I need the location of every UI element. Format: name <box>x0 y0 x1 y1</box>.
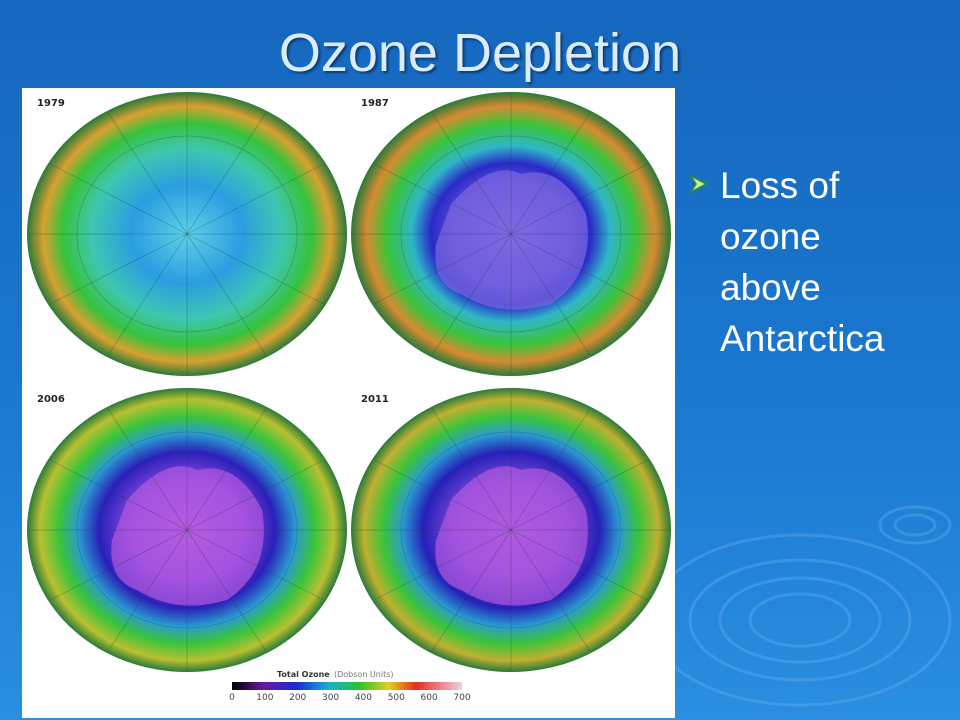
colorbar-title: Total Ozone <box>277 670 330 679</box>
colorbar-tick-label: 500 <box>388 693 405 703</box>
meridian <box>107 408 188 531</box>
meridian <box>186 163 324 235</box>
colorbar-tick-label: 300 <box>322 693 339 703</box>
meridian <box>431 233 512 356</box>
meridian <box>186 529 324 601</box>
bullet-text: Loss of ozone above Antarctica <box>720 165 885 359</box>
slide-title: Ozone Depletion <box>278 23 682 83</box>
meridian <box>186 459 324 531</box>
panel-year: 2006 <box>37 394 65 405</box>
meridian <box>510 233 648 305</box>
meridian <box>50 233 188 305</box>
latitude-circle <box>400 431 622 629</box>
meridian <box>431 408 512 531</box>
colorbar <box>232 682 462 690</box>
meridian <box>374 529 512 601</box>
ozone-figure: 1979 1987 2006 2011 Total Ozone (Dobson Uni… <box>22 88 675 718</box>
latitude-circle <box>400 135 622 333</box>
meridian <box>510 112 591 235</box>
meridian <box>50 529 188 601</box>
meridian <box>510 529 648 601</box>
panel-year: 1979 <box>37 98 65 109</box>
meridian <box>510 529 591 652</box>
meridian <box>510 233 591 356</box>
meridian <box>510 408 591 531</box>
meridian <box>510 163 648 235</box>
panel-year: 1987 <box>361 98 389 109</box>
colorbar-tick-label: 700 <box>453 693 470 703</box>
colorbar-tick-label: 100 <box>256 693 273 703</box>
latitude-circle <box>76 431 298 629</box>
meridian <box>374 233 512 305</box>
colorbar-tick-label: 0 <box>229 693 235 703</box>
meridian <box>186 233 324 305</box>
antarctica <box>435 466 588 606</box>
meridian <box>374 459 512 531</box>
meridian <box>186 529 267 652</box>
globe <box>27 92 347 376</box>
meridian <box>107 233 188 356</box>
meridian <box>374 163 512 235</box>
meridian <box>107 529 188 652</box>
meridian <box>510 459 648 531</box>
meridian <box>431 529 512 652</box>
meridian <box>186 233 267 356</box>
meridian <box>186 112 267 235</box>
antarctica <box>111 466 264 606</box>
colorbar-tick-label: 400 <box>355 693 372 703</box>
panel-year: 2011 <box>361 394 389 405</box>
latitude-circle <box>76 135 298 333</box>
colorbar-tick-label: 200 <box>289 693 306 703</box>
bullet-item: Loss of ozone above Antarctica <box>688 160 928 364</box>
antarctica <box>435 170 588 310</box>
colorbar-units: (Dobson Units) <box>334 670 394 679</box>
meridian <box>107 112 188 235</box>
meridian <box>50 163 188 235</box>
colorbar-tick-label: 600 <box>421 693 438 703</box>
meridian <box>186 408 267 531</box>
meridian <box>50 459 188 531</box>
bullet-arrow <box>688 174 708 194</box>
meridian <box>431 112 512 235</box>
